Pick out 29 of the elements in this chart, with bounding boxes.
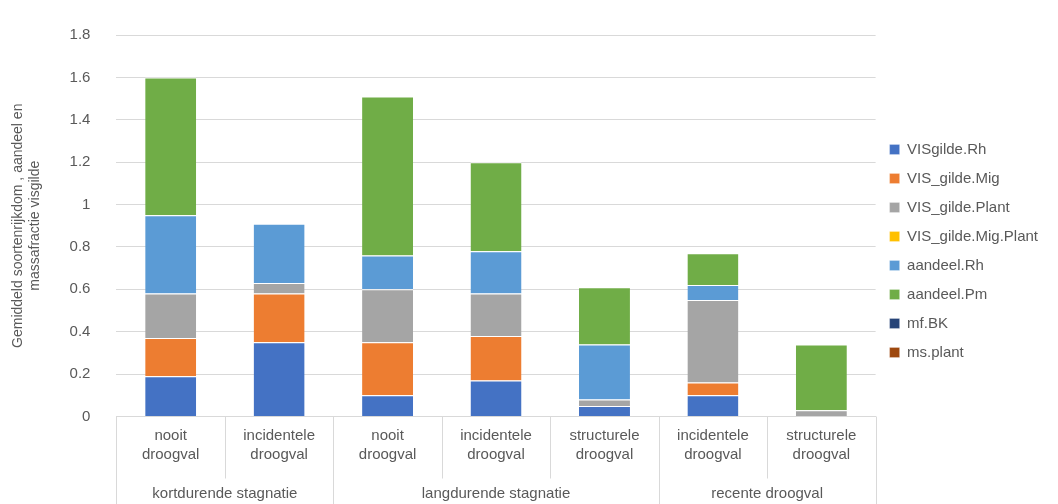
y-tick-label: 1.8	[69, 25, 91, 43]
legend-label: ms.plant	[907, 342, 965, 360]
text: recente droogval	[711, 483, 824, 501]
legend-label: VIS_gilde.Plant	[907, 197, 1011, 215]
y-tick-label: 0	[82, 406, 91, 424]
y-tick-label: 1	[82, 194, 91, 212]
y-tick-label: 1.4	[69, 109, 91, 127]
x-tick-label: nooit droogval	[141, 426, 200, 462]
legend-label: VIS_gilde.Mig	[907, 168, 1000, 186]
legend-label: VIS_gilde.Mig.Plant	[907, 226, 1039, 244]
legend-label: VISgilde.Rh	[907, 139, 987, 157]
x-tick-label: incidentele droogval	[460, 426, 532, 462]
x-tick-label: nooit droogval	[358, 426, 417, 462]
text: langdurende stagnatie	[421, 483, 571, 501]
x-tick-label: structurele droogval	[569, 426, 640, 462]
x-tick-label: incidentele droogval	[243, 426, 315, 462]
y-tick-label: 0.2	[69, 364, 91, 382]
y-tick-label: 0.8	[69, 237, 91, 255]
y-tick-label: 1.2	[69, 152, 91, 170]
legend-label: aandeel.Pm	[907, 284, 988, 302]
y-tick-label: 1.6	[69, 67, 91, 85]
y-tick-label: 0.6	[69, 279, 91, 297]
legend-label: mf.BK	[907, 313, 948, 331]
x-tick-label: incidentele droogval	[677, 426, 749, 462]
y-axis-title: Gemiddeld soortenrijkdom , aandeel en massafractie visgilde	[9, 103, 43, 348]
x-tick-label: structurele droogval	[786, 426, 857, 462]
legend-label: aandeel.Rh	[907, 255, 984, 273]
y-tick-label: 0.4	[69, 321, 91, 339]
text: kortdurende stagnatie	[152, 483, 298, 501]
